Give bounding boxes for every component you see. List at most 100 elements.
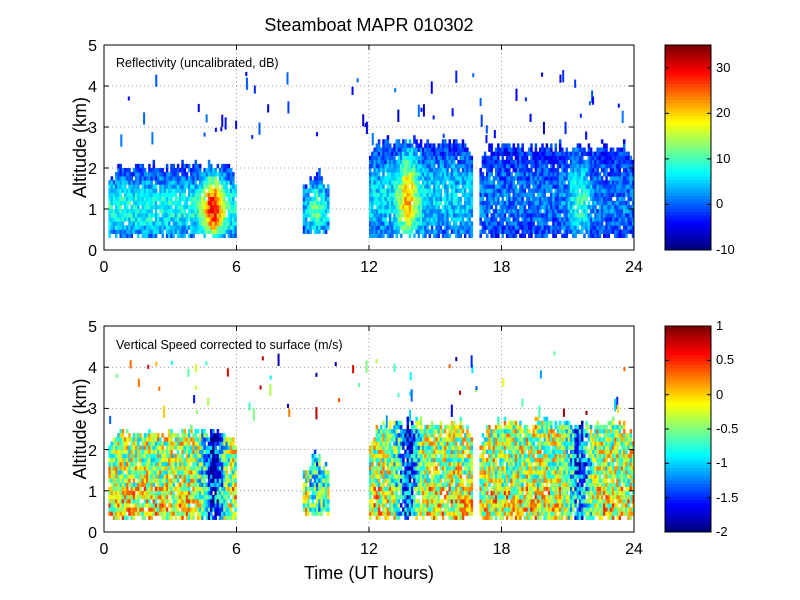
echo-cell [196,453,200,459]
echo-cell [154,499,158,504]
echo-cell [525,172,529,177]
echo-cell [382,168,385,173]
echo-cell [137,204,140,210]
echo-cell [143,196,147,202]
echo-cell [203,209,206,214]
echo-cell [253,85,256,94]
echo-cell [397,204,401,210]
echo-cell [324,217,328,222]
echo-cell [187,184,191,189]
colorbar-band [665,102,711,107]
echo-cell [519,172,522,177]
echo-cell [441,180,445,185]
echo-cell [552,204,555,210]
echo-cell [121,229,125,234]
echo-cell [479,97,482,107]
echo-cell [592,221,595,226]
echo-cell [134,192,138,197]
echo-cell [603,159,606,165]
echo-cell [119,184,122,189]
echo-cell [530,196,533,202]
echo-cell [196,490,200,496]
echo-cell [128,229,131,234]
echo-cell [488,209,491,214]
echo-cell [530,172,533,177]
echo-cell [128,213,131,218]
echo-cell [179,204,182,210]
echo-cell [185,482,189,487]
echo-cell [176,188,180,193]
echo-cell [212,470,215,475]
echo-cell [307,188,310,193]
echo-cell [183,176,187,181]
echo-cell [165,192,169,197]
echo-cell [479,176,482,181]
echo-cell [311,217,315,222]
echo-cell [176,499,180,504]
echo-cell [123,490,127,496]
echo-cell [174,217,178,222]
echo-cell [446,217,449,222]
echo-cell [430,188,434,193]
echo-cell [516,172,520,177]
echo-cell [382,143,385,148]
echo-cell [143,457,147,463]
echo-cell [558,159,562,165]
echo-cell [203,457,206,463]
echo-cell [525,151,529,156]
echo-cell [132,188,136,193]
echo-cell [318,184,321,189]
echo-cell [192,482,195,487]
echo-cell [422,180,425,185]
echo-cell [625,184,628,189]
echo-cell [470,233,474,238]
echo-cell [561,200,564,206]
echo-cell [322,503,326,508]
echo-cell [313,486,317,492]
echo-cell [627,217,630,222]
echo-cell [441,168,445,173]
echo-cell [212,466,215,471]
echo-cell [128,233,131,238]
echo-cell [320,192,323,197]
echo-cell [404,139,407,144]
echo-cell [179,217,182,222]
echo-cell [157,441,160,446]
echo-cell [574,172,577,177]
echo-cell [205,229,209,234]
echo-cell [194,213,198,218]
echo-cell [450,163,454,169]
echo-cell [112,453,116,459]
echo-cell [139,176,142,181]
echo-cell [494,184,498,189]
echo-cell [600,196,604,202]
echo-cell [150,503,153,508]
echo-cell [119,196,122,202]
echo-cell [428,163,432,169]
echo-cell [302,192,306,197]
echo-cell [426,147,429,152]
echo-cell [163,437,167,442]
echo-cell [223,225,226,230]
echo-cell [393,168,396,173]
echo-cell [369,213,372,218]
echo-cell [497,200,500,206]
echo-cell [569,225,573,230]
echo-cell [141,515,145,520]
echo-cell [433,168,436,173]
echo-cell [152,461,156,467]
echo-cell [216,511,220,516]
echo-cell [620,176,624,181]
echo-cell [534,233,538,238]
echo-cell [620,159,624,165]
echo-cell [108,188,111,193]
echo-cell [552,229,555,234]
echo-cell [505,196,509,202]
echo-cell [227,490,231,496]
echo-cell [534,200,538,206]
echo-cell [446,233,449,238]
echo-cell [404,204,407,210]
echo-cell [307,503,310,508]
echo-cell [446,172,449,177]
echo-cell [545,155,549,161]
